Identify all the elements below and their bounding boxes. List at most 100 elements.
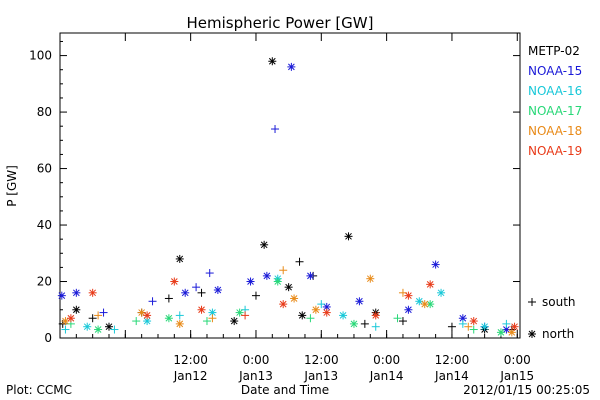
data-point xyxy=(164,294,173,303)
data-point xyxy=(205,269,214,278)
data-points xyxy=(57,57,519,337)
footer-timestamp: 2012/01/15 00:25:05 xyxy=(463,383,590,397)
data-point xyxy=(143,317,152,326)
x-tick-label-time: 12:00 xyxy=(435,353,470,367)
data-point xyxy=(197,305,206,314)
data-point xyxy=(164,314,173,323)
data-point xyxy=(355,297,364,306)
x-tick-label-date: Jan13 xyxy=(303,369,338,383)
data-point xyxy=(57,291,66,300)
x-tick-label-time: 0:00 xyxy=(373,353,400,367)
chart-title: Hemispheric Power [GW] xyxy=(187,14,374,32)
x-tick-label-date: Jan13 xyxy=(238,369,273,383)
data-point xyxy=(298,311,307,320)
data-point xyxy=(175,254,184,263)
data-point xyxy=(393,314,402,323)
data-point xyxy=(464,322,473,331)
data-point xyxy=(262,271,271,280)
data-point xyxy=(72,305,81,314)
data-point xyxy=(181,288,190,297)
data-point xyxy=(279,300,288,309)
data-point xyxy=(502,325,511,334)
y-tick-label: 100 xyxy=(29,49,52,63)
data-point xyxy=(241,311,250,320)
data-point xyxy=(295,257,304,266)
y-tick-label: 60 xyxy=(37,162,52,176)
data-point xyxy=(110,325,119,334)
data-point xyxy=(251,291,260,300)
x-tick-label-date: Jan14 xyxy=(434,369,469,383)
y-tick-label: 0 xyxy=(44,331,52,345)
data-point xyxy=(61,325,70,334)
footer-plot-credit: Plot: CCMC xyxy=(6,383,72,397)
marker-legend-symbol xyxy=(528,330,536,338)
data-point xyxy=(170,277,179,286)
data-point xyxy=(306,314,315,323)
data-point xyxy=(66,314,75,323)
data-point xyxy=(344,232,353,241)
data-point xyxy=(271,125,280,134)
data-point xyxy=(502,319,511,328)
data-point xyxy=(339,311,348,320)
data-point xyxy=(192,283,201,292)
data-point xyxy=(197,288,206,297)
data-point xyxy=(322,302,331,311)
data-point xyxy=(83,322,92,331)
data-point xyxy=(213,285,222,294)
y-tick-label: 80 xyxy=(37,105,52,119)
data-point xyxy=(420,300,429,309)
x-tick-label-date: Jan14 xyxy=(369,369,404,383)
data-point xyxy=(290,294,299,303)
x-axis: 12:00 Jan12 0:00 Jan13 12:00 Jan13 0:00 Jan14 12… xyxy=(59,33,534,383)
x-tick-label-time: 0:00 xyxy=(242,353,269,367)
series-legend: METP-02 NOAA-15 NOAA-16 NOAA-17 NOAA-18 NOAA-… xyxy=(528,44,582,158)
x-tick-label-date: Jan12 xyxy=(173,369,208,383)
data-point xyxy=(230,317,239,326)
data-point xyxy=(208,314,217,323)
data-point xyxy=(306,271,315,280)
legend-entry: NOAA-17 xyxy=(528,104,582,118)
plot-frame xyxy=(59,32,521,339)
data-point xyxy=(132,317,141,326)
data-point xyxy=(398,317,407,326)
legend-entry: NOAA-16 xyxy=(528,84,582,98)
marker-legend-label: south xyxy=(542,295,576,309)
x-tick-label-time: 0:00 xyxy=(504,353,531,367)
data-point xyxy=(437,288,446,297)
y-tick-label: 20 xyxy=(37,275,52,289)
legend-entry: METP-02 xyxy=(528,44,580,58)
y-axis-label: P [GW] xyxy=(5,165,19,207)
data-point xyxy=(311,305,320,314)
data-point xyxy=(246,277,255,286)
data-point xyxy=(94,311,103,320)
data-point xyxy=(458,319,467,328)
data-point xyxy=(104,322,113,331)
legend-entry: NOAA-18 xyxy=(528,124,582,138)
legend-entry: NOAA-19 xyxy=(528,144,582,158)
data-point xyxy=(469,317,478,326)
y-tick-label: 40 xyxy=(37,218,52,232)
data-point xyxy=(469,325,478,334)
legend-entry: NOAA-15 xyxy=(528,64,582,78)
data-point xyxy=(322,308,331,317)
marker-legend-symbol xyxy=(528,298,536,306)
data-point xyxy=(88,314,97,323)
data-point xyxy=(496,328,505,337)
data-point xyxy=(88,288,97,297)
data-point xyxy=(510,322,519,331)
marker-legend: south north xyxy=(528,295,576,341)
data-point xyxy=(431,260,440,269)
data-point xyxy=(99,308,108,317)
data-point xyxy=(404,291,413,300)
data-point xyxy=(235,308,244,317)
data-point xyxy=(404,305,413,314)
data-point xyxy=(94,325,103,334)
data-point xyxy=(360,319,369,328)
data-point xyxy=(148,297,157,306)
data-point xyxy=(279,266,288,275)
marker-legend-label: north xyxy=(542,327,574,341)
data-point xyxy=(415,297,424,306)
data-point xyxy=(366,274,375,283)
data-point xyxy=(287,62,296,71)
